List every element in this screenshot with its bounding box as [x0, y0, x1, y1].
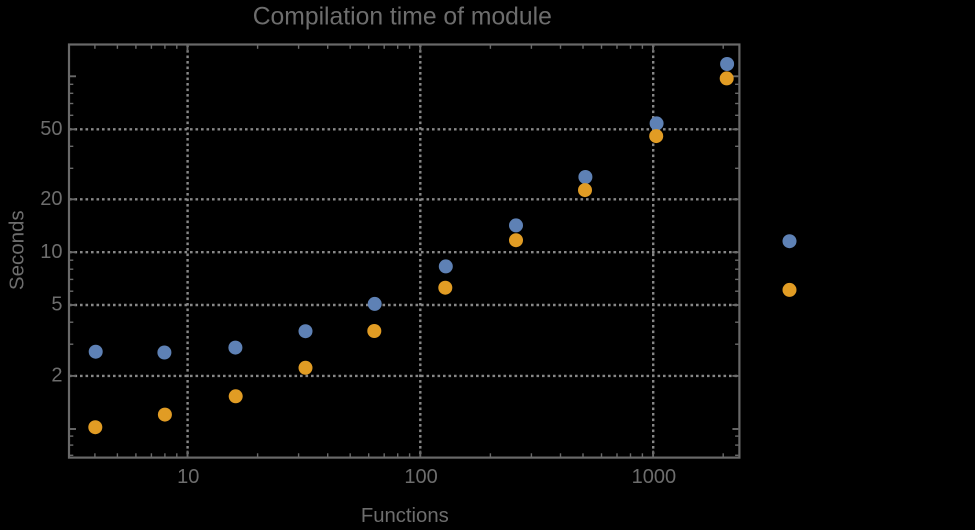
svg-text:Compilation time of module: Compilation time of module [253, 4, 552, 31]
svg-text:10: 10 [177, 466, 199, 488]
svg-text:20: 20 [40, 188, 62, 210]
svg-text:1000: 1000 [632, 466, 677, 488]
svg-text:50: 50 [40, 118, 62, 140]
svg-text:Seconds: Seconds [6, 210, 29, 290]
svg-text:2: 2 [51, 365, 62, 387]
svg-text:5: 5 [51, 294, 62, 316]
svg-text:Functions: Functions [361, 505, 449, 525]
svg-text:100: 100 [404, 466, 437, 488]
svg-text:10: 10 [40, 241, 62, 263]
